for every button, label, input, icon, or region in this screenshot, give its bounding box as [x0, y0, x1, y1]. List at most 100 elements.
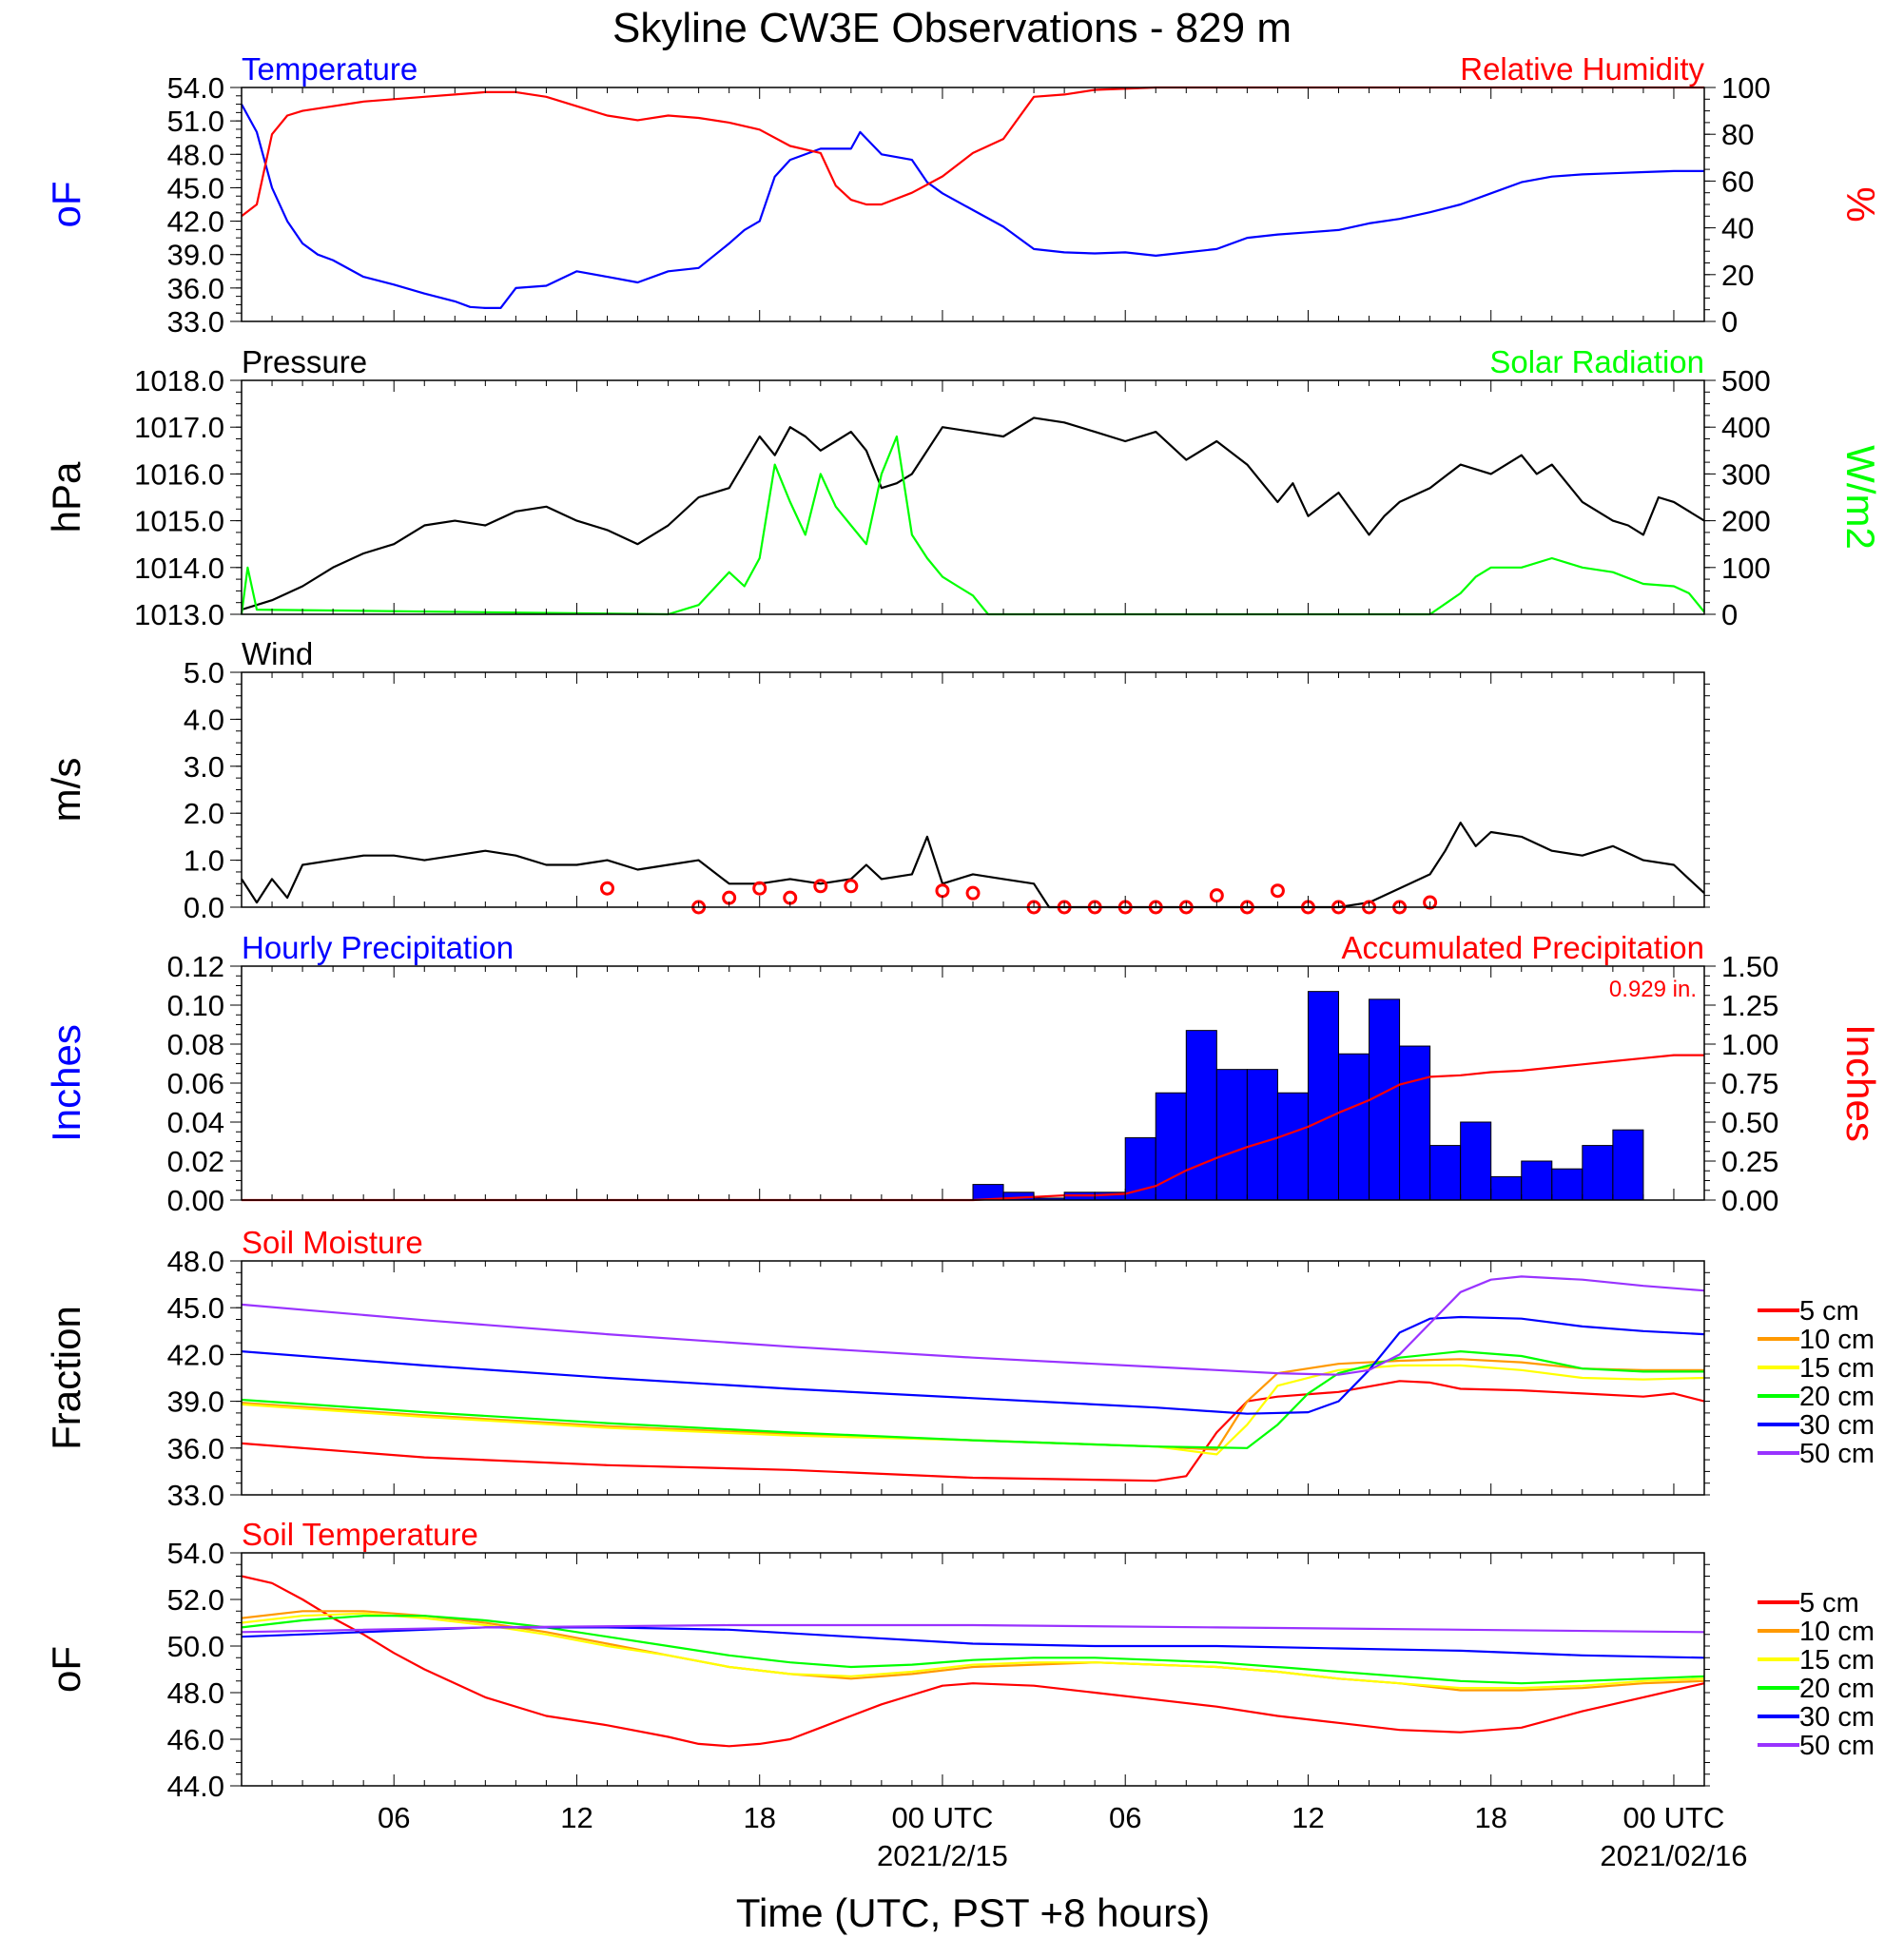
precip-bar — [1521, 1160, 1553, 1201]
y-tick-label-left: 52.0 — [167, 1583, 224, 1617]
y-tick-label-right: 1.25 — [1721, 989, 1778, 1022]
wind-calm-marker — [813, 879, 828, 894]
y-axis-label-left: oF — [44, 1646, 88, 1693]
legend-label: 50 cm — [1799, 1731, 1875, 1761]
y-tick-label-left: 2.0 — [184, 797, 224, 830]
series-line-15-cm — [241, 1364, 1705, 1456]
series-line-50-cm — [241, 1623, 1705, 1634]
y-tick-label-left: 42.0 — [167, 205, 224, 239]
y-tick-label-right: 100 — [1721, 552, 1771, 585]
y-tick-label-right: 20 — [1721, 259, 1754, 292]
x-tick-label: 18 — [1474, 1801, 1506, 1834]
panel-title-left: Temperature — [242, 51, 418, 87]
x-date-label: 2021/2/15 — [877, 1839, 1008, 1872]
legend-label: 15 cm — [1799, 1645, 1875, 1676]
y-tick-label-left: 39.0 — [167, 239, 224, 272]
y-axis-label-left: Fraction — [44, 1306, 88, 1450]
y-tick-label-left: 1015.0 — [134, 505, 224, 538]
legend-label: 20 cm — [1799, 1674, 1875, 1704]
y-tick-label-left: 0.10 — [167, 989, 224, 1022]
legend-label: 30 cm — [1799, 1410, 1875, 1441]
y-tick-label-left: 48.0 — [167, 1245, 224, 1278]
x-axis: 06 12 18 00 UTC 06 12 18 00 UTC 2021/2/15 2021/02… — [378, 1801, 1748, 1935]
y-axis-label-right: W/m2 — [1838, 445, 1883, 550]
y-tick-label-right: 0 — [1721, 305, 1738, 339]
legend-label: 20 cm — [1799, 1382, 1875, 1412]
y-tick-label-right: 100 — [1721, 71, 1771, 105]
precip-bar — [1246, 1069, 1278, 1201]
y-tick-label-left: 36.0 — [167, 272, 224, 305]
series-line-10-cm — [241, 1610, 1705, 1692]
precip-bar — [1369, 998, 1401, 1201]
precip-bar — [1490, 1175, 1523, 1201]
y-tick-label-left: 4.0 — [184, 703, 224, 736]
panel-title-right: Accumulated Precipitation — [1341, 930, 1704, 965]
panel-wind: 0.0 1.0 2.0 3.0 4.0 5.0 Wind m/s — [44, 636, 1710, 924]
legend-label: 15 cm — [1799, 1353, 1875, 1384]
precip-bar — [1399, 1045, 1431, 1201]
precip-bar — [1215, 1069, 1248, 1201]
y-axis-label-left: hPa — [44, 461, 88, 533]
panel-title-right: Relative Humidity — [1460, 51, 1704, 87]
x-tick-label: 18 — [743, 1801, 775, 1834]
series-line-20-cm — [241, 1615, 1705, 1685]
x-tick-label: 12 — [560, 1801, 593, 1834]
y-tick-label-left: 0.00 — [167, 1184, 224, 1217]
y-tick-label-left: 45.0 — [167, 171, 224, 204]
panel-title-right: Solar Radiation — [1489, 344, 1704, 379]
y-axis-label-left: Inches — [44, 1024, 88, 1142]
panel-title-left: Pressure — [242, 344, 367, 379]
y-tick-label-left: 5.0 — [184, 656, 224, 689]
y-tick-label-right: 0.50 — [1721, 1106, 1778, 1139]
wind-calm-marker — [1209, 888, 1224, 903]
precip-bar — [1185, 1030, 1217, 1201]
panel-title-left: Wind — [242, 636, 313, 671]
legend-label: 10 cm — [1799, 1617, 1875, 1647]
wind-calm-marker — [752, 881, 767, 896]
series-line-accumulated-precipitation — [242, 1054, 1704, 1202]
panel-title-left: Hourly Precipitation — [242, 930, 514, 965]
y-tick-label-left: 1018.0 — [134, 364, 224, 397]
precip-bar — [1429, 1145, 1462, 1201]
wind-calm-marker — [1423, 895, 1438, 910]
y-tick-label-left: 44.0 — [167, 1770, 224, 1803]
y-tick-label-left: 3.0 — [184, 750, 224, 784]
series-line-temperature — [241, 104, 1704, 309]
legend-label: 5 cm — [1799, 1588, 1859, 1618]
wind-calm-marker — [600, 881, 614, 896]
y-tick-label-left: 0.0 — [184, 891, 224, 924]
y-axis-label-right: % — [1838, 186, 1883, 222]
y-tick-label-left: 1017.0 — [134, 411, 224, 444]
precip-bar — [1460, 1121, 1492, 1201]
y-tick-label-left: 0.04 — [167, 1106, 224, 1139]
precip-bar — [1276, 1092, 1309, 1201]
y-tick-label-right: 300 — [1721, 457, 1771, 491]
panel-title-left: Soil Temperature — [242, 1517, 478, 1552]
y-tick-label-right: 500 — [1721, 364, 1771, 397]
legend-label: 5 cm — [1799, 1296, 1859, 1327]
panel-temperature_humidity: 33.036.039.042.045.048.051.054.0 0 20 40 60 8… — [44, 51, 1883, 339]
series-line-50-cm — [241, 1275, 1705, 1376]
y-tick-label-left: 45.0 — [167, 1291, 224, 1325]
series-line-5-cm — [241, 1380, 1705, 1482]
series-line-10-cm — [241, 1358, 1704, 1451]
series-line-20-cm — [241, 1349, 1704, 1449]
y-tick-label-left: 1016.0 — [134, 457, 224, 491]
series-line-solar-radiation — [240, 435, 1705, 616]
y-axis-label-left: oF — [44, 181, 88, 227]
precip-bar — [1612, 1129, 1644, 1201]
wind-calm-marker — [844, 879, 859, 894]
x-axis-label: Time (UTC, PST +8 hours) — [736, 1890, 1210, 1935]
y-tick-label-left: 0.08 — [167, 1028, 224, 1061]
x-tick-label: 12 — [1292, 1801, 1324, 1834]
series-line-pressure — [241, 417, 1705, 611]
series-line-wind — [241, 821, 1705, 909]
y-tick-label-right: 40 — [1721, 212, 1754, 245]
x-tick-label: 00 UTC — [892, 1801, 994, 1834]
y-tick-label-left: 51.0 — [167, 105, 224, 138]
y-axis-label-right: Inches — [1838, 1024, 1883, 1142]
panels-group: 33.036.039.042.045.048.051.054.002040608… — [44, 51, 1883, 1803]
y-tick-label-right: 0.75 — [1721, 1067, 1778, 1100]
panel-soil_temperature: 44.0 46.0 48.0 50.0 52.0 54.0 Soil Temperature… — [44, 1517, 1875, 1803]
